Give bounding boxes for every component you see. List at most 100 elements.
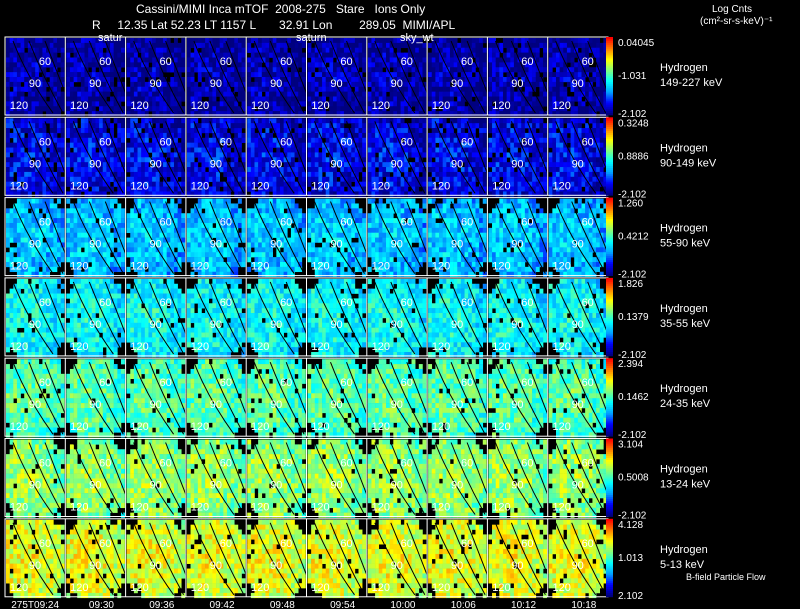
- pixel: [386, 167, 390, 173]
- pixel: [290, 42, 295, 49]
- pixel: [393, 77, 398, 83]
- pixel: [130, 111, 135, 117]
- pixel: [482, 81, 487, 88]
- pixel: [354, 72, 359, 78]
- pixel: [73, 142, 78, 148]
- pixel: [208, 77, 213, 83]
- pixel: [254, 86, 259, 92]
- pixel: [563, 118, 568, 124]
- pixel: [435, 167, 440, 173]
- pixel: [216, 171, 220, 178]
- pixel: [173, 67, 178, 73]
- pixel: [475, 86, 480, 92]
- pixel: [212, 171, 217, 178]
- pixel: [234, 132, 239, 139]
- pixel: [521, 152, 526, 158]
- pixel: [186, 186, 191, 192]
- pixel: [16, 128, 21, 134]
- pixel: [258, 101, 263, 107]
- pixel: [91, 167, 96, 173]
- pixel: [418, 132, 423, 139]
- pixel: [422, 52, 427, 58]
- pixel: [428, 167, 433, 173]
- pixel: [329, 86, 334, 92]
- pixel: [177, 167, 182, 173]
- pixel: [404, 162, 409, 168]
- pixel: [265, 123, 270, 129]
- pixel: [442, 47, 447, 53]
- pixel: [400, 181, 405, 187]
- pixel: [513, 57, 518, 63]
- pixel: [499, 86, 504, 92]
- pixel: [234, 167, 239, 173]
- pixel: [418, 38, 423, 44]
- pixel: [42, 67, 47, 73]
- pixel: [57, 123, 61, 129]
- pixel: [148, 128, 153, 134]
- pixel: [241, 176, 246, 182]
- pixel: [585, 152, 590, 158]
- pixel: [170, 47, 175, 53]
- pixel: [492, 128, 496, 134]
- pixel: [247, 137, 252, 143]
- pixel: [343, 86, 348, 92]
- pixel: [279, 176, 284, 182]
- pixel: [396, 111, 401, 117]
- pixel: [77, 162, 82, 168]
- pixel: [524, 86, 529, 92]
- pixel: [524, 57, 529, 63]
- pixel: [457, 176, 462, 182]
- pixel: [190, 91, 195, 97]
- pixel: [404, 157, 409, 163]
- pixel: [460, 157, 465, 163]
- pixel: [35, 42, 40, 49]
- pixel: [559, 38, 564, 44]
- pixel: [535, 186, 540, 192]
- pixel: [457, 77, 462, 83]
- pixel: [163, 191, 167, 197]
- pixel: [181, 57, 186, 63]
- pixel: [581, 52, 586, 58]
- pixel: [351, 52, 356, 58]
- pixel: [367, 118, 372, 124]
- pixel: [528, 157, 533, 163]
- pixel: [276, 81, 281, 88]
- pixel: [46, 47, 51, 53]
- pixel: [190, 72, 195, 78]
- pixel: [181, 157, 186, 163]
- pitch-label-60: 60: [340, 136, 352, 148]
- pixel: [159, 142, 164, 148]
- pixel: [449, 152, 454, 158]
- pixel: [577, 128, 582, 134]
- colorbar-min-label: -2.102: [618, 109, 647, 120]
- pixel: [343, 137, 348, 143]
- pixel: [117, 123, 122, 129]
- pixel: [16, 96, 21, 102]
- pixel: [287, 57, 292, 63]
- pixel: [513, 62, 518, 68]
- pixel: [223, 72, 228, 78]
- pixel: [389, 191, 394, 197]
- pixel: [120, 62, 125, 68]
- pixel: [418, 137, 423, 143]
- pixel: [577, 147, 582, 153]
- pixel: [234, 81, 239, 88]
- pixel: [442, 62, 447, 68]
- pixel: [464, 142, 469, 148]
- pixel: [258, 137, 263, 143]
- pixel: [298, 62, 303, 68]
- pixel: [166, 137, 171, 143]
- pixel: [133, 176, 138, 182]
- pixel: [287, 72, 292, 78]
- pixel: [276, 132, 281, 139]
- pitch-label-120: 120: [311, 180, 329, 192]
- pixel: [166, 52, 171, 58]
- pixel: [159, 118, 164, 124]
- pixel: [351, 123, 356, 129]
- pixel: [287, 181, 292, 187]
- pixel: [77, 57, 82, 63]
- pixel: [378, 91, 383, 97]
- pixel: [524, 77, 529, 83]
- colorbar-segment: [606, 66, 613, 69]
- pixel: [88, 171, 93, 178]
